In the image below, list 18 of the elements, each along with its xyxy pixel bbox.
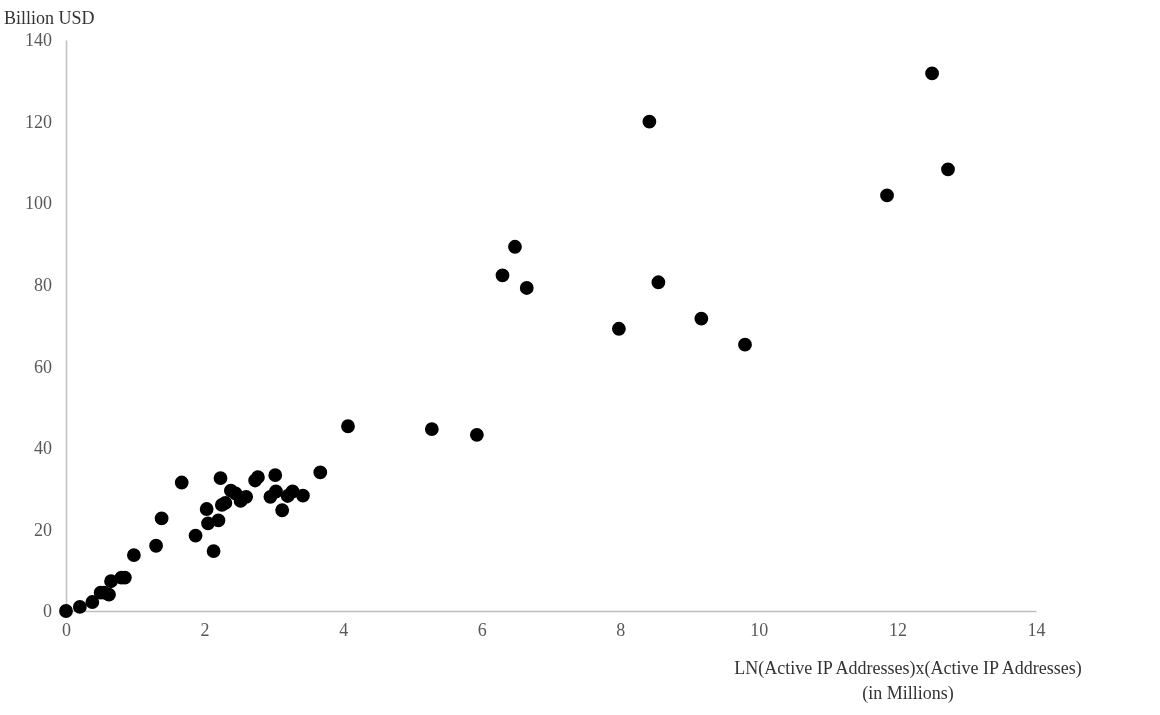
x-tick-label: 4: [339, 619, 349, 640]
y-tick-label: 20: [34, 519, 52, 540]
y-tick-label: 0: [43, 601, 52, 622]
x-tick-label: 12: [888, 619, 907, 640]
x-tick-label: 8: [616, 619, 626, 640]
y-tick-label: 40: [34, 438, 52, 459]
y-axis-title: Billion USD: [4, 8, 95, 28]
x-tick-label: 10: [750, 619, 769, 640]
x-tick-label: 0: [62, 619, 71, 640]
y-tick-label: 140: [25, 30, 52, 51]
x-tick-label: 14: [1027, 619, 1046, 640]
y-tick-label: 60: [34, 356, 52, 377]
x-tick-label: 2: [200, 619, 210, 640]
x-axis-title: LN(Active IP Addresses)x(Active IP Addresses) (in Millions): [734, 658, 1082, 704]
y-tick-label: 120: [25, 111, 52, 132]
x-tick-label: 6: [477, 619, 487, 640]
y-tick-label: 80: [34, 274, 52, 295]
y-tick-label: 100: [25, 193, 52, 214]
